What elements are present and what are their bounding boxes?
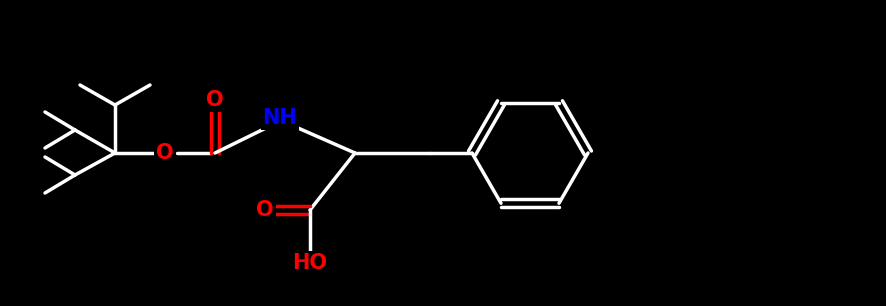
Text: O: O xyxy=(156,143,174,163)
Text: O: O xyxy=(206,90,223,110)
Text: O: O xyxy=(256,200,274,220)
Text: HO: HO xyxy=(292,253,327,273)
Text: NH: NH xyxy=(262,108,297,128)
